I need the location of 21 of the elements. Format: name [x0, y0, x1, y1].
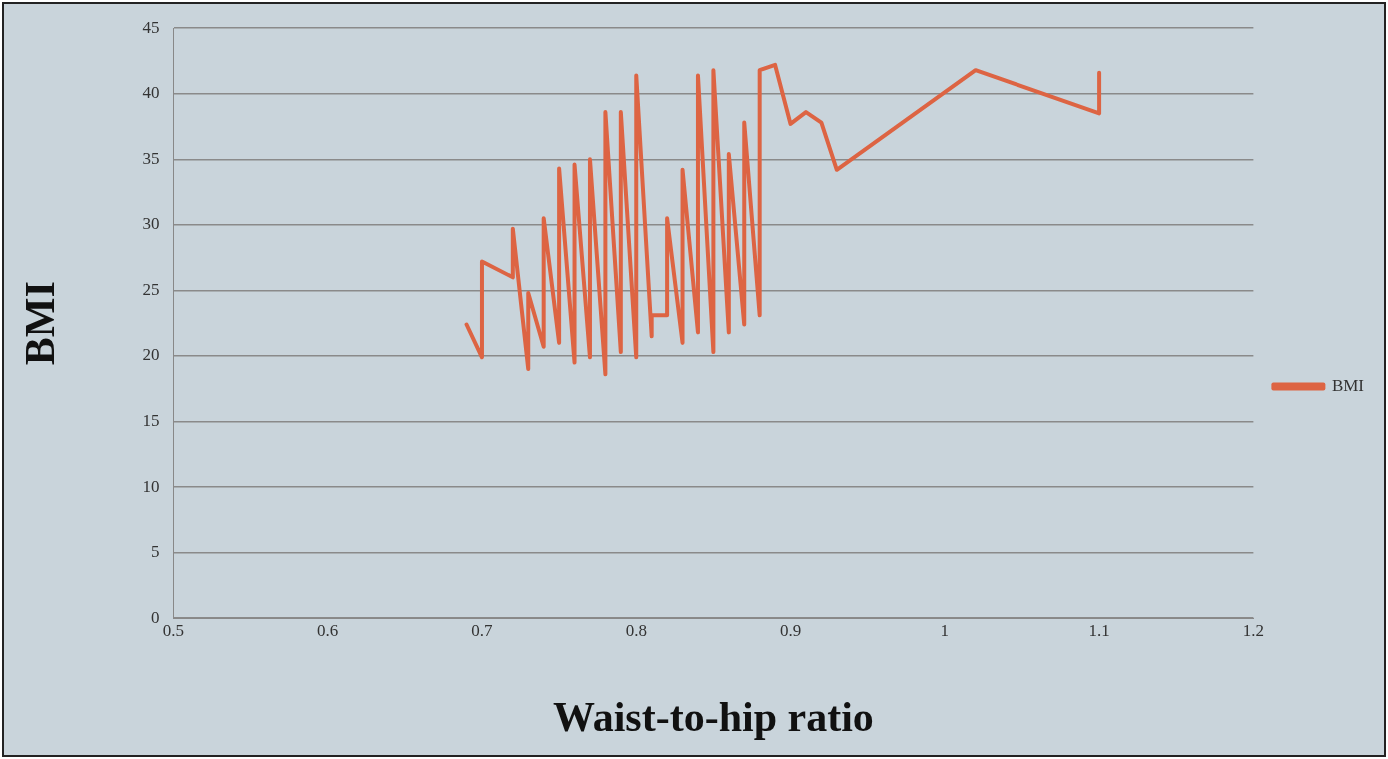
x-tick-label: 0.8 [625, 620, 647, 640]
y-tick-label: 20 [142, 345, 160, 365]
y-tick-label: 45 [142, 17, 160, 37]
y-tick-label: 5 [150, 542, 160, 562]
y-tick-label: 15 [142, 411, 160, 430]
x-tick-label: 0.9 [779, 620, 802, 640]
y-tick-label: 35 [142, 148, 160, 168]
y-tick-label: 40 [142, 83, 160, 103]
x-tick-label: 1 [940, 620, 950, 640]
x-axis-title: Waist-to-hip ratio [552, 693, 874, 740]
y-tick-label: 30 [142, 214, 160, 234]
x-tick-label: 0.6 [317, 620, 339, 640]
legend-label: BMI [1331, 375, 1365, 395]
x-tick-label: 1.2 [1242, 620, 1265, 640]
x-tick-label: 1.1 [1088, 620, 1110, 640]
x-tick-label: 0.5 [162, 620, 185, 640]
y-tick-label: 25 [142, 279, 160, 299]
y-tick-label: 0 [150, 607, 160, 627]
y-tick-label: 10 [142, 476, 160, 496]
x-tick-label: 0.7 [471, 620, 494, 640]
y-axis-title: BMI [17, 281, 64, 366]
